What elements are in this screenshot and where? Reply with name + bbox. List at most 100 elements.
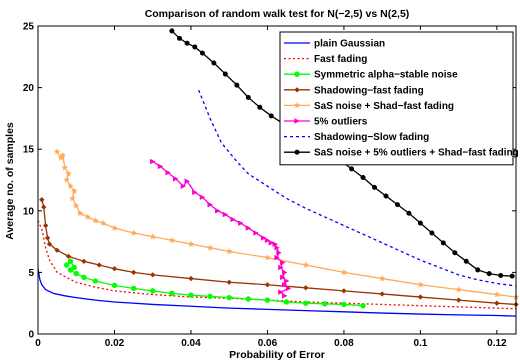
legend-label: SaS noise + 5% outliers + Shad−fast fadi… <box>314 148 519 159</box>
x-tick-label: 0.06 <box>258 338 278 349</box>
data-point <box>372 184 378 190</box>
data-point <box>63 176 71 183</box>
data-point <box>91 217 99 224</box>
data-point <box>340 268 348 276</box>
data-point <box>39 196 45 203</box>
data-point <box>130 269 137 276</box>
series-line <box>37 268 517 317</box>
y-tick-label: 10 <box>23 206 35 217</box>
data-point <box>65 253 72 260</box>
data-point <box>245 225 252 231</box>
data-point <box>76 209 84 217</box>
x-tick-label: 0.08 <box>334 338 354 349</box>
series-7 <box>198 89 517 287</box>
data-point <box>494 300 500 306</box>
data-point <box>192 189 198 196</box>
data-point <box>99 219 107 226</box>
y-tick-label: 0 <box>28 330 34 341</box>
data-point <box>341 288 347 294</box>
data-point <box>215 207 221 214</box>
data-point <box>245 94 251 100</box>
series-3 <box>63 258 366 309</box>
data-point <box>283 278 290 284</box>
data-point <box>417 281 424 288</box>
data-point <box>486 271 492 277</box>
data-point <box>360 302 366 309</box>
data-point <box>69 194 76 202</box>
data-point <box>322 301 328 307</box>
legend-label: Shadowing−fast fading <box>314 85 424 96</box>
data-point <box>73 270 79 277</box>
data-point <box>184 40 190 46</box>
data-point <box>429 230 435 236</box>
data-point <box>276 249 282 256</box>
plot-frame <box>37 25 517 335</box>
data-point <box>67 182 74 190</box>
data-point <box>264 297 271 303</box>
data-point <box>238 220 244 226</box>
data-point <box>188 275 194 282</box>
data-point <box>440 240 446 246</box>
data-point <box>54 247 60 253</box>
data-point <box>150 158 156 165</box>
data-point <box>302 300 309 306</box>
data-point <box>192 44 198 50</box>
data-point <box>206 244 214 251</box>
data-point <box>188 292 194 298</box>
data-point <box>199 50 205 56</box>
series-5 <box>53 148 520 300</box>
data-point <box>349 166 355 172</box>
data-point <box>187 240 195 247</box>
data-point <box>67 267 74 273</box>
legend: plain Gaussian Fast fading Symmetric alpha… <box>279 31 519 166</box>
data-point <box>264 254 271 261</box>
data-point <box>455 297 462 303</box>
data-point <box>302 261 310 268</box>
data-point <box>63 262 70 268</box>
data-point <box>84 213 92 220</box>
data-point <box>498 272 504 278</box>
legend-entry-1: plain Gaussian <box>284 39 385 50</box>
data-point <box>96 262 102 268</box>
data-point <box>40 204 47 210</box>
data-point <box>245 296 252 302</box>
data-point <box>180 183 187 189</box>
data-point <box>157 163 164 170</box>
data-point <box>130 229 137 236</box>
data-point <box>169 290 175 297</box>
data-point <box>44 235 51 241</box>
data-point <box>71 264 78 271</box>
data-point <box>278 264 284 271</box>
data-point <box>42 222 49 229</box>
legend-marker <box>294 71 300 77</box>
data-point <box>417 294 424 300</box>
y-tick-label: 20 <box>23 83 35 94</box>
legend-entry-2: Fast fading <box>284 54 367 65</box>
data-point <box>111 282 118 289</box>
data-point <box>378 275 386 282</box>
data-point <box>475 267 481 273</box>
legend-marker <box>294 118 300 124</box>
legend-label: Fast fading <box>314 54 367 65</box>
legend-label: Shadowing−Slow fading <box>314 132 429 143</box>
data-point <box>278 289 284 295</box>
y-tick-label: 25 <box>23 22 35 33</box>
data-point <box>302 285 309 291</box>
data-point <box>169 28 175 34</box>
legend-entry-8: SaS noise + 5% outliers + Shad−fast fadi… <box>284 148 519 159</box>
data-point <box>130 285 137 292</box>
legend-marker <box>293 101 301 109</box>
data-point <box>257 104 263 110</box>
data-point <box>53 148 61 155</box>
data-point <box>230 216 236 223</box>
data-point <box>46 241 53 247</box>
data-point <box>207 293 213 300</box>
data-point <box>184 178 191 185</box>
data-point <box>199 194 206 201</box>
data-point <box>70 187 78 194</box>
legend-marker <box>294 87 300 93</box>
data-point <box>222 71 228 77</box>
data-point <box>406 210 412 216</box>
x-tick-label: 0.02 <box>105 338 125 349</box>
